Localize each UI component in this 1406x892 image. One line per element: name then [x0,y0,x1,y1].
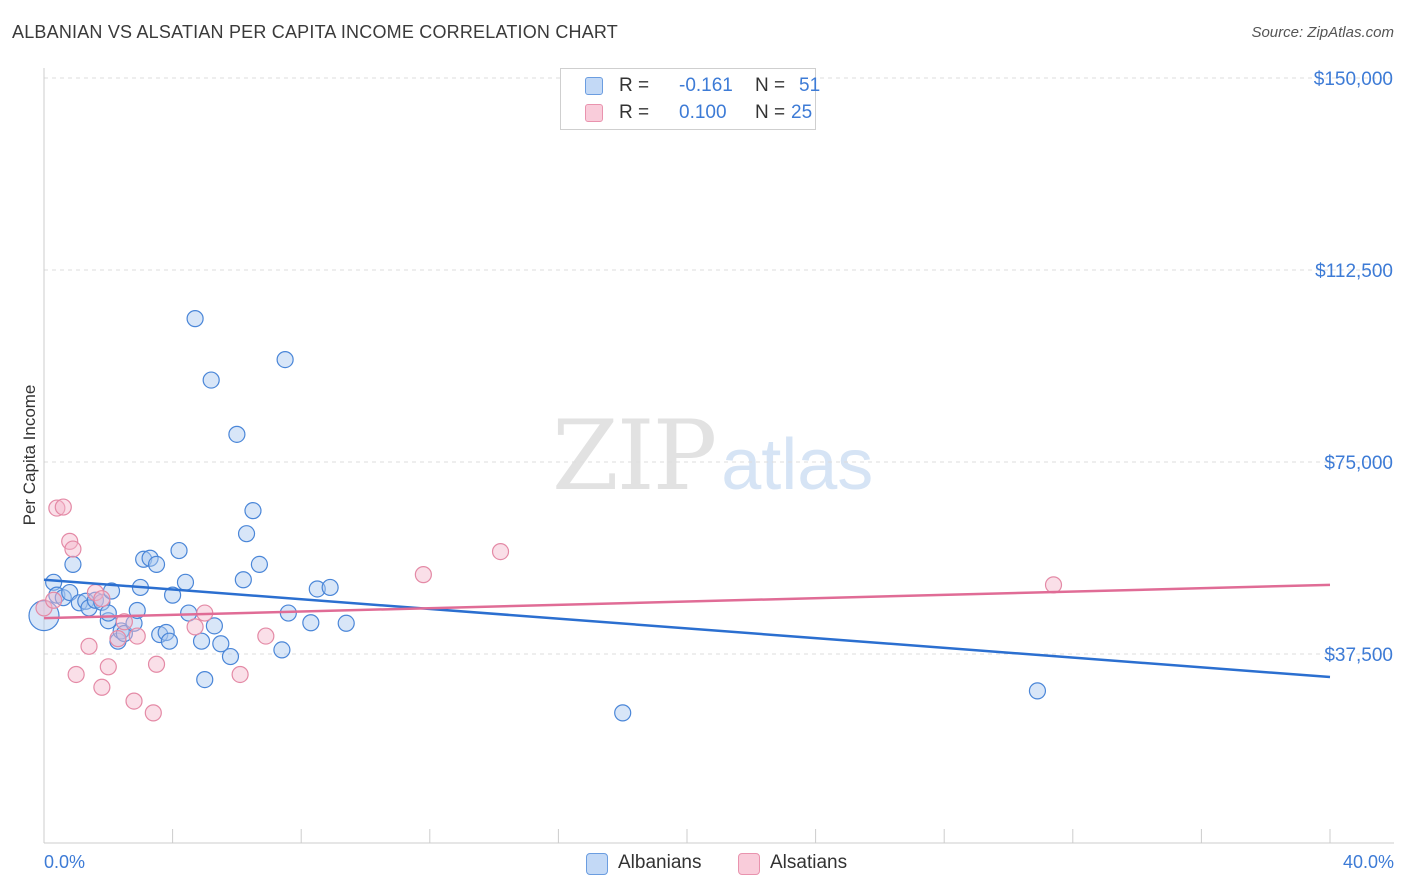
x-tick-min: 0.0% [44,852,86,872]
chart-title: ALBANIAN VS ALSATIAN PER CAPITA INCOME C… [12,22,618,42]
data-point-albanians [64,555,82,574]
legend-r-label: R = [619,102,650,123]
bottom-legend-label-alsatians: Alsatians [770,852,848,873]
data-point-albanians [228,425,246,443]
data-point-alsatians [128,627,146,645]
trend-line-albanians [43,578,1331,679]
data-point-alsatians [414,566,432,584]
bottom-legend-swatch-alsatians [738,853,760,875]
y-axis-label: Per Capita Income [20,384,39,526]
x-tick-max: 40.0% [1342,852,1394,872]
data-point-albanians [273,641,291,659]
data-point-albanians [237,525,256,543]
legend-n-label: N = [755,75,786,96]
data-point-albanians [176,573,195,591]
data-point-albanians [186,310,204,328]
data-point-alsatians [257,627,275,645]
data-point-alsatians [109,630,127,648]
data-point-alsatians [54,498,72,516]
bottom-legend-label-albanians: Albanians [618,852,702,873]
data-point-alsatians [186,618,204,636]
legend-n-value: 51 [799,75,821,96]
data-point-alsatians [125,692,143,710]
data-point-alsatians [48,499,66,517]
data-point-albanians [302,614,320,632]
data-point-albanians [337,614,355,632]
data-point-alsatians [64,540,82,558]
bottom-legend-albanians: Albanians [586,852,716,878]
y-tick-label: $150,000 [1314,69,1393,90]
data-point-albanians [276,351,294,369]
data-point-alsatians [80,637,98,655]
data-point-albanians [221,647,240,666]
bottom-legend-alsatians: Alsatians [738,852,868,878]
data-point-albanians [170,541,188,560]
data-point-alsatians [115,613,133,631]
data-point-albanians [614,704,632,722]
data-point-albanians [147,555,166,574]
watermark-zip: ZIP [552,400,717,512]
y-tick-label: $112,500 [1315,261,1393,282]
legend-r-value: 0.100 [679,102,727,123]
legend-n-label: N = [755,102,786,123]
trend-line-alsatians [43,583,1331,620]
y-tick-label: $37,500 [1324,645,1393,666]
data-point-alsatians [491,542,510,561]
legend-r-value: -0.161 [679,75,733,96]
legend-r-label: R = [619,75,650,96]
data-point-albanians [234,571,252,589]
data-point-albanians [205,617,223,635]
legend-n-value: 25 [791,102,813,123]
data-point-albanians [192,632,211,650]
data-point-albanians [244,502,262,520]
bottom-legend-swatch-albanians [586,853,608,875]
data-point-albanians [250,555,269,574]
data-point-albanians [164,586,182,604]
data-point-alsatians [147,655,166,673]
y-tick-label: $75,000 [1324,453,1393,474]
data-point-albanians [202,371,220,389]
data-point-alsatians [93,678,111,696]
watermark-atlas: atlas [721,425,874,505]
legend-swatch-albanians [585,77,603,95]
legend-swatch-alsatians [585,104,603,122]
data-point-alsatians [144,704,162,722]
data-point-albanians [141,549,159,567]
data-point-albanians [308,580,326,598]
data-point-albanians [151,625,169,644]
data-point-alsatians [99,658,117,676]
data-point-albanians [321,578,339,597]
data-point-albanians [99,604,117,622]
data-point-albanians [196,670,214,689]
correlation-legend: R = -0.161 N = 51 R = 0.100 N = 25 [560,68,820,130]
data-point-albanians [135,550,153,568]
data-point-albanians [1028,682,1047,700]
data-point-albanians [157,623,175,642]
data-point-alsatians [93,590,111,608]
data-point-alsatians [1044,576,1063,594]
watermark: ZIPatlas [552,400,873,512]
data-point-albanians [160,632,178,650]
data-point-alsatians [45,591,63,609]
data-point-alsatians [231,665,249,684]
data-point-alsatians [67,665,85,684]
source-label: Source: ZipAtlas.com [1251,24,1394,41]
data-point-albanians [212,635,230,653]
